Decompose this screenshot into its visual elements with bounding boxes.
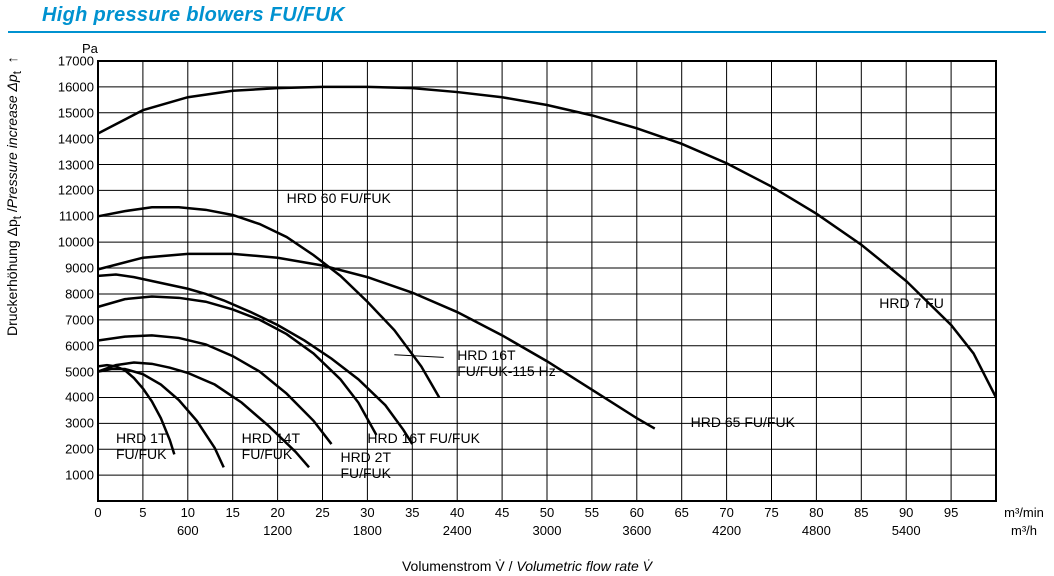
ytick-14000: 14000 (44, 131, 94, 146)
label-HRD 7 FU: HRD 7 FU (879, 295, 944, 311)
xtick-h-2400: 2400 (443, 523, 472, 538)
label-HRD 1T FU/FUK: HRD 1TFU/FUK (116, 430, 167, 462)
ytick-6000: 6000 (44, 338, 94, 353)
ytick-1000: 1000 (44, 468, 94, 483)
xtick-h-1200: 1200 (263, 523, 292, 538)
xtick-h-4200: 4200 (712, 523, 741, 538)
label-HRD 16T FU/FUK-115 Hz: HRD 16TFU/FUK-115 Hz (457, 347, 556, 379)
curve-curve-7500 (98, 297, 376, 435)
xtick-min-75: 75 (764, 505, 778, 520)
label-HRD 16T FU/FUK: HRD 16T FU/FUK (367, 430, 480, 446)
xtick-min-60: 60 (630, 505, 644, 520)
xtick-h-1800: 1800 (353, 523, 382, 538)
ytick-11000: 11000 (44, 209, 94, 224)
xtick-min-30: 30 (360, 505, 374, 520)
chart-container: Druckerhöhung Δpt /Pressure increase Δpt… (0, 36, 1054, 576)
ytick-7000: 7000 (44, 312, 94, 327)
ytick-8000: 8000 (44, 286, 94, 301)
label-HRD 65 FU/FUK: HRD 65 FU/FUK (691, 414, 795, 430)
xtick-h-3600: 3600 (622, 523, 651, 538)
ytick-16000: 16000 (44, 79, 94, 94)
title-underline (8, 31, 1046, 33)
xtick-h-5400: 5400 (892, 523, 921, 538)
ytick-17000: 17000 (44, 54, 94, 69)
xtick-min-25: 25 (315, 505, 329, 520)
ytick-15000: 15000 (44, 105, 94, 120)
xtick-min-65: 65 (674, 505, 688, 520)
page-title: High pressure blowers FU/FUK (42, 4, 345, 27)
xtick-min-85: 85 (854, 505, 868, 520)
xtick-min-5: 5 (139, 505, 146, 520)
xtick-min-35: 35 (405, 505, 419, 520)
x-unit-h: m³/h (1011, 523, 1037, 538)
xtick-min-45: 45 (495, 505, 509, 520)
ytick-4000: 4000 (44, 390, 94, 405)
ytick-5000: 5000 (44, 364, 94, 379)
xtick-min-50: 50 (540, 505, 554, 520)
xtick-min-55: 55 (585, 505, 599, 520)
ytick-2000: 2000 (44, 442, 94, 457)
xtick-min-40: 40 (450, 505, 464, 520)
label-HRD 14T FU/FUK: HRD 14TFU/FUK (242, 430, 300, 462)
xtick-h-4800: 4800 (802, 523, 831, 538)
xtick-min-0: 0 (94, 505, 101, 520)
ytick-13000: 13000 (44, 157, 94, 172)
x-unit-min: m³/min (1004, 505, 1044, 520)
xtick-min-90: 90 (899, 505, 913, 520)
xtick-min-20: 20 (270, 505, 284, 520)
ytick-9000: 9000 (44, 261, 94, 276)
xtick-h-3000: 3000 (533, 523, 562, 538)
xtick-min-15: 15 (225, 505, 239, 520)
ytick-12000: 12000 (44, 183, 94, 198)
x-axis-label: Volumenstrom V̇ / Volumetric flow rate V… (402, 558, 652, 574)
ytick-10000: 10000 (44, 235, 94, 250)
label-HRD 2T FU/FUK: HRD 2TFU/FUK (340, 449, 391, 481)
xtick-h-600: 600 (177, 523, 199, 538)
xtick-min-80: 80 (809, 505, 823, 520)
ytick-3000: 3000 (44, 416, 94, 431)
y-axis-label: Druckerhöhung Δpt /Pressure increase Δpt… (4, 56, 24, 336)
xtick-min-70: 70 (719, 505, 733, 520)
xtick-min-95: 95 (944, 505, 958, 520)
xtick-min-10: 10 (181, 505, 195, 520)
label-HRD 60 FU/FUK: HRD 60 FU/FUK (287, 190, 391, 206)
curve-HRD 16T FU/FUK (98, 335, 331, 444)
curve-HRD 60 FU/FUK (98, 207, 439, 397)
